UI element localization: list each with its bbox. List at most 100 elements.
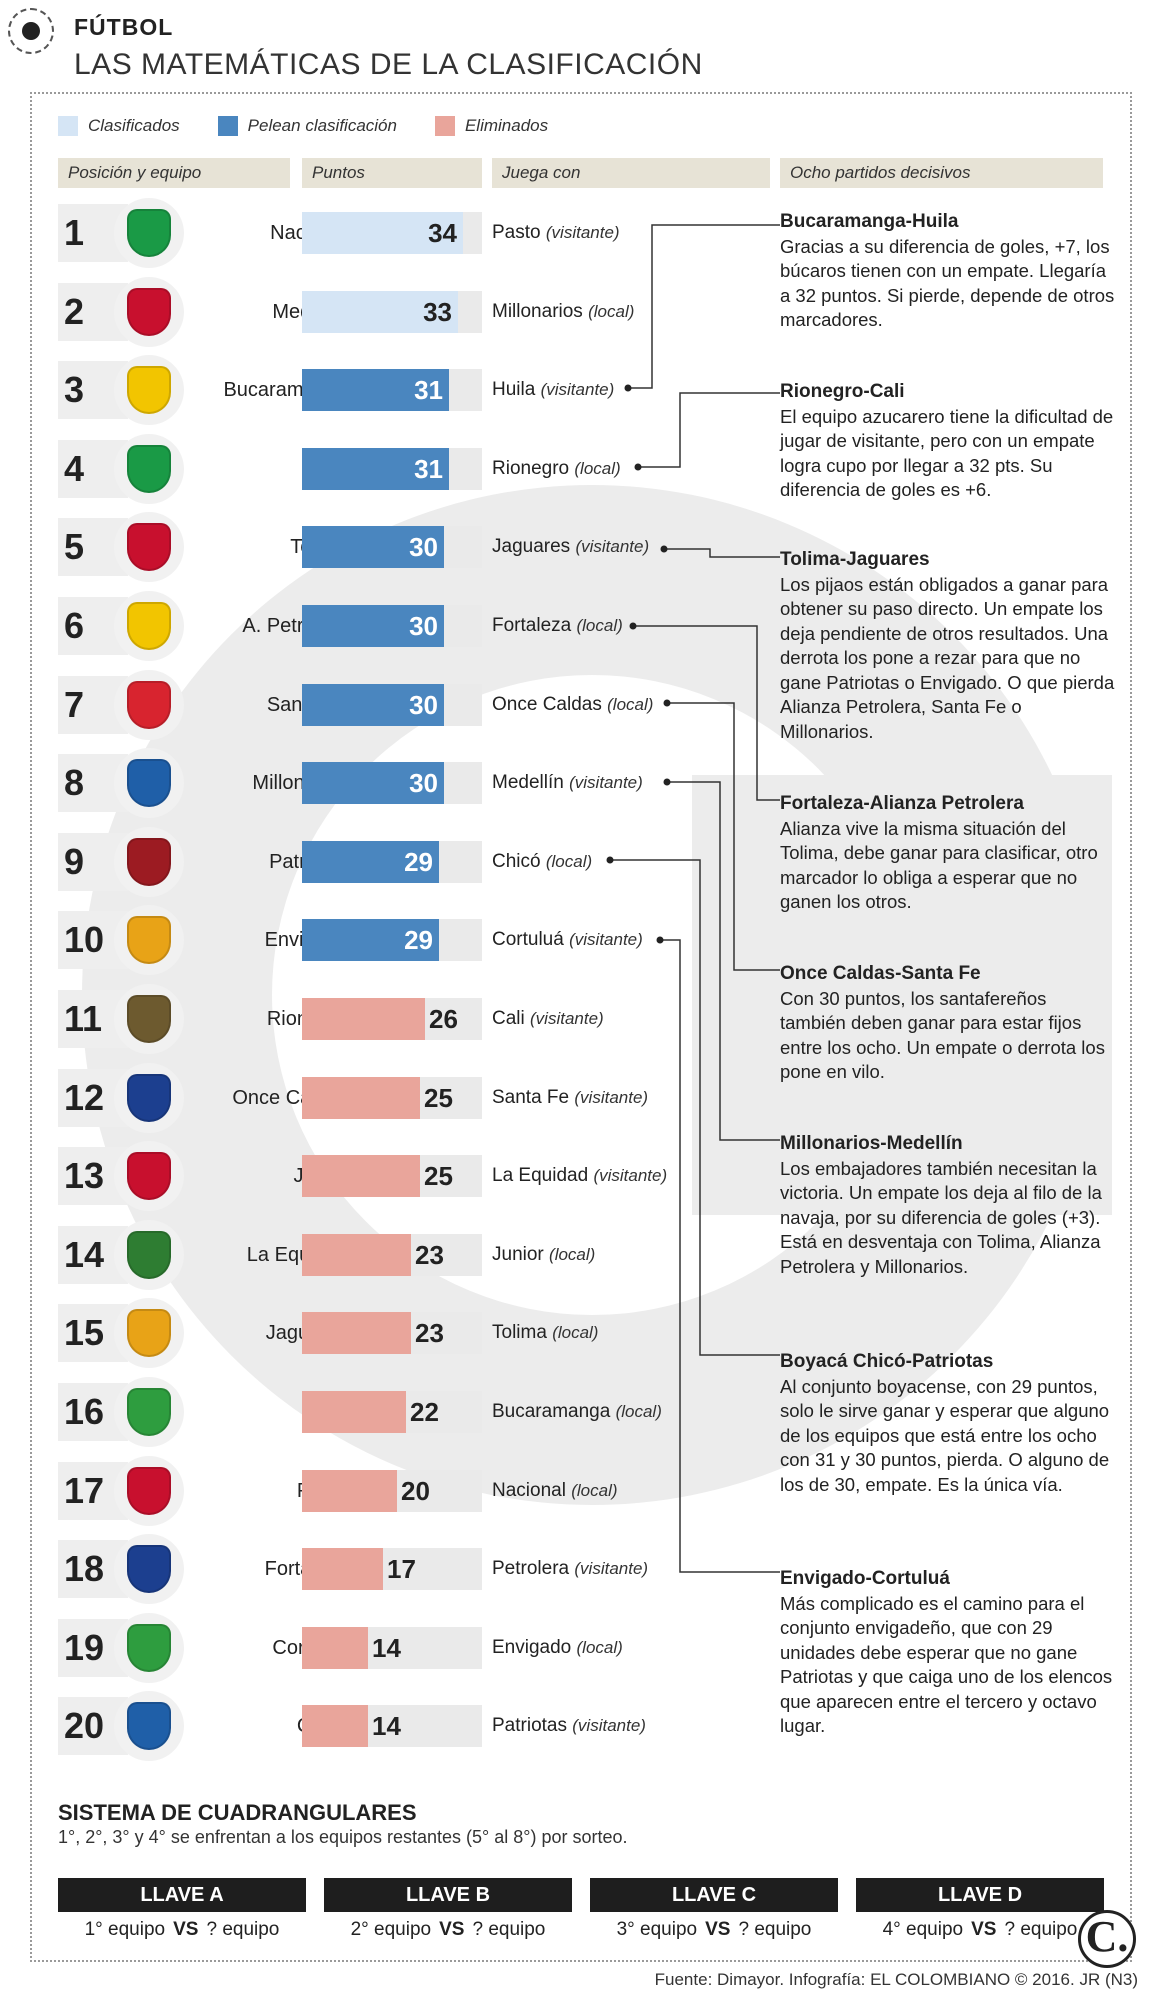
- table-row: 10Envigado29Cortuluá (visitante): [58, 905, 678, 976]
- llave-title: LLAVE D: [856, 1878, 1104, 1912]
- llave-matchup: 3° equipo VS ? equipo: [590, 1912, 838, 1948]
- points-value: 23: [415, 1318, 444, 1349]
- note-envigado-cortulua: Envigado-Cortuluá Más complicado es el c…: [780, 1567, 1115, 1739]
- venue: (visitante): [545, 223, 620, 242]
- opponent: Nacional (local): [492, 1456, 618, 1526]
- points-value: 14: [372, 1632, 401, 1663]
- points-track: 14: [302, 1705, 482, 1748]
- position-number: 12: [58, 1068, 128, 1127]
- opponent-name: Bucaramanga: [492, 1401, 611, 1422]
- llave-title: LLAVE B: [324, 1878, 572, 1912]
- crest-shield-icon: [127, 995, 171, 1043]
- team-crest-icon: [114, 1141, 184, 1212]
- table-row: 5Tolima30Jaguares (visitante): [58, 512, 678, 583]
- opponent: Once Caldas (local): [492, 670, 653, 740]
- table-row: 8 Millonarios 30 Medellín (visitante): [58, 748, 678, 819]
- points-track: 22: [302, 1391, 482, 1433]
- table-row: 20Chicó14Patriotas (visitante): [58, 1691, 678, 1762]
- llave-left: 2° equipo: [350, 1919, 432, 1940]
- opponent-name: Patriotas: [492, 1715, 567, 1737]
- opponent: Envigado (local): [492, 1613, 623, 1683]
- venue: (visitante): [530, 1009, 604, 1028]
- table-row: 4Cali31Rionegro (local): [58, 433, 678, 504]
- points-track: 14: [302, 1626, 482, 1669]
- position-number: 15: [58, 1304, 128, 1363]
- crest-shield-icon: [127, 287, 171, 336]
- venue: (local): [574, 458, 621, 478]
- points-bar: [302, 605, 444, 647]
- points-value: 31: [414, 453, 443, 484]
- crest-shield-icon: [127, 916, 171, 965]
- table-row: 18Fortaleza17Petrolera (visitante): [58, 1534, 678, 1605]
- points-value: 30: [409, 532, 438, 563]
- opponent: Cali (visitante): [492, 984, 604, 1054]
- column-header-plays: Juega con: [492, 158, 770, 188]
- venue: (visitante): [575, 537, 650, 557]
- legend-label: Clasificados: [88, 116, 180, 135]
- points-track: 29: [302, 840, 482, 883]
- crest-shield-icon: [127, 1073, 171, 1122]
- note-bucaramanga-huila: Bucaramanga-Huila Gracias a su diferenci…: [780, 210, 1115, 333]
- points-track: 30: [302, 526, 482, 569]
- note-text: El equipo azucarero tiene la dificultad …: [780, 405, 1114, 501]
- table-row: 19Cortuluá14Envigado (local): [58, 1612, 678, 1683]
- points-value: 29: [404, 925, 433, 956]
- venue: (visitante): [540, 380, 615, 400]
- opponent-name: Junior: [492, 1243, 544, 1265]
- points-bar: [302, 1155, 420, 1198]
- system-title: SISTEMA DE CUADRANGULARES: [58, 1800, 417, 1825]
- note-text: Con 30 puntos, los santafereños también …: [780, 987, 1105, 1083]
- table-row: 3 Bucaramanga 31 Huila (visitante): [58, 355, 678, 426]
- opponent-name: Pasto: [492, 222, 541, 243]
- venue: (visitante): [574, 1559, 649, 1579]
- points-value: 25: [424, 1161, 453, 1192]
- table-row: 1Nacional34Pasto (visitante): [58, 198, 678, 268]
- team-crest-icon: [114, 826, 184, 897]
- note-title: Fortaleza-Alianza Petrolera: [780, 793, 1024, 814]
- points-value: 14: [372, 1711, 401, 1742]
- points-track: 34: [302, 212, 482, 254]
- opponent: Medellín (visitante): [492, 748, 643, 818]
- points-value: 26: [429, 1004, 458, 1034]
- table-row: 9Patriotas29Chicó (local): [58, 826, 678, 897]
- opponent: Bucaramanga (local): [492, 1377, 662, 1447]
- crest-shield-icon: [127, 366, 171, 415]
- opponent: Rionegro (local): [492, 434, 621, 504]
- venue: (local): [571, 1480, 618, 1500]
- note-title: Millonarios-Medellín: [780, 1133, 963, 1154]
- legend-label: Eliminados: [464, 116, 549, 135]
- venue: (local): [588, 301, 635, 321]
- points-bar: [302, 290, 458, 333]
- points-bar: [302, 762, 444, 805]
- crest-shield-icon: [127, 602, 171, 650]
- points-bar: [302, 1548, 383, 1591]
- llave-left: 4° equipo: [882, 1919, 964, 1940]
- llave-matchup: 4° equipo VS ? equipo: [856, 1912, 1104, 1948]
- source-credit: Fuente: Dimayor. Infografía: EL COLOMBIA…: [654, 1970, 1138, 1989]
- crest-shield-icon: [127, 1466, 171, 1515]
- points-track: 29: [302, 919, 482, 962]
- points-bar: [302, 1312, 411, 1355]
- note-rionegro-cali: Rionegro-Cali El equipo azucarero tiene …: [780, 380, 1115, 503]
- points-bar: [302, 447, 449, 490]
- points-bar: [302, 1391, 406, 1433]
- table-row: 15Jaguares23Tolima (local): [58, 1298, 678, 1369]
- points-bar: [302, 1626, 368, 1669]
- legend-item-pelean: Pelean clasificación: [217, 116, 397, 136]
- opponent: Jaguares (visitante): [492, 512, 649, 582]
- section-kicker: FÚTBOL: [74, 14, 174, 40]
- opponent-name: La Equidad: [492, 1165, 589, 1187]
- legend-swatch: [58, 116, 78, 136]
- team-crest-icon: [114, 1534, 184, 1605]
- crest-shield-icon: [127, 1545, 171, 1594]
- position-number: 14: [58, 1225, 128, 1284]
- system-description: 1°, 2°, 3° y 4° se enfrentan a los equip…: [58, 1827, 628, 1847]
- crest-shield-icon: [127, 209, 171, 257]
- table-row: 12 Once Caldas 25 Santa Fe (visitante): [58, 1062, 678, 1133]
- llave-a: LLAVE A 1° equipo VS ? equipo: [58, 1878, 306, 1948]
- note-text: Gracias a su diferencia de goles, +7, lo…: [780, 235, 1115, 331]
- points-value: 30: [409, 689, 438, 720]
- points-track: 23: [302, 1233, 482, 1276]
